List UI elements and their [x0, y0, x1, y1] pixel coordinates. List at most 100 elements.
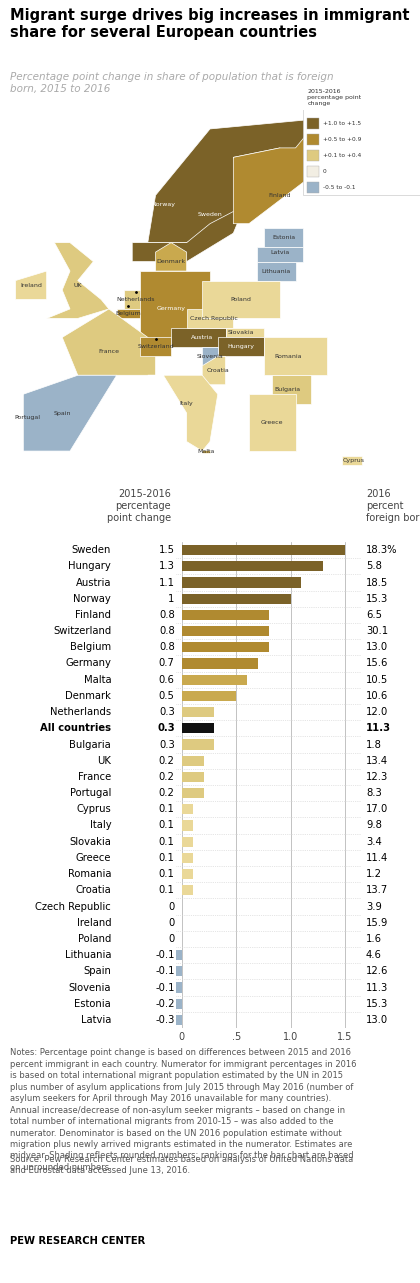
Text: 0.8: 0.8 [159, 626, 175, 636]
Polygon shape [226, 328, 265, 337]
Text: Greece: Greece [261, 420, 284, 425]
Text: Italy: Italy [180, 402, 194, 407]
Text: Norway: Norway [74, 594, 111, 604]
Text: 0.2: 0.2 [159, 788, 175, 798]
Text: 9.8: 9.8 [366, 821, 382, 830]
Text: 0.2: 0.2 [159, 772, 175, 781]
Text: 0.1: 0.1 [159, 853, 175, 863]
Bar [149, 1015, 182, 1025]
Text: 18.5: 18.5 [366, 577, 388, 588]
Text: Austria: Austria [191, 335, 213, 340]
Text: 0: 0 [168, 917, 175, 928]
Text: Netherlands: Netherlands [50, 707, 111, 717]
Bar [307, 150, 319, 162]
Text: Italy: Italy [89, 821, 111, 830]
Text: 0.3: 0.3 [159, 707, 175, 717]
Bar [182, 804, 193, 815]
Text: 1.3: 1.3 [159, 561, 175, 571]
Polygon shape [218, 337, 265, 357]
Text: -0.3: -0.3 [155, 1015, 175, 1025]
Text: 0: 0 [179, 1032, 185, 1042]
Text: Belgium: Belgium [70, 643, 111, 652]
Text: 5.8: 5.8 [366, 561, 382, 571]
Text: 30.1: 30.1 [366, 626, 388, 636]
Text: 10.6: 10.6 [366, 692, 388, 701]
Polygon shape [257, 262, 296, 281]
Text: All countries: All countries [40, 724, 111, 734]
Text: .5: .5 [231, 1032, 241, 1042]
Polygon shape [342, 455, 362, 466]
Text: Source: Pew Research Center estimates based on analysis of United Nations data
a: Source: Pew Research Center estimates ba… [10, 1155, 354, 1175]
Polygon shape [62, 309, 155, 375]
Text: Lithuania: Lithuania [262, 268, 291, 273]
Text: PEW RESEARCH CENTER: PEW RESEARCH CENTER [10, 1236, 146, 1246]
Bar [182, 594, 291, 604]
Bar [182, 853, 193, 863]
Text: 0.5: 0.5 [159, 692, 175, 701]
Text: Finland: Finland [269, 192, 291, 198]
Text: 0: 0 [323, 169, 326, 174]
Text: Romania: Romania [274, 354, 302, 359]
Text: Estonia: Estonia [272, 235, 295, 240]
Bar [182, 788, 204, 798]
Text: 3.4: 3.4 [366, 837, 382, 847]
Text: 0.2: 0.2 [159, 756, 175, 766]
Bar [182, 837, 193, 847]
Text: 0.1: 0.1 [159, 885, 175, 896]
Polygon shape [202, 357, 226, 385]
Text: -0.1: -0.1 [155, 966, 175, 976]
Text: Cyprus: Cyprus [343, 458, 365, 463]
Text: 0.3: 0.3 [157, 724, 175, 734]
Polygon shape [202, 281, 280, 318]
Text: 1: 1 [168, 594, 175, 604]
Polygon shape [24, 375, 117, 452]
Text: 1.6: 1.6 [366, 934, 382, 944]
Text: Switzerland: Switzerland [53, 626, 111, 636]
Text: Denmark: Denmark [65, 692, 111, 701]
Text: 4.6: 4.6 [366, 951, 382, 960]
Text: France: France [78, 772, 111, 781]
Text: Sweden: Sweden [72, 545, 111, 556]
Text: Austria: Austria [76, 577, 111, 588]
Text: Germany: Germany [157, 307, 186, 312]
Text: 0: 0 [168, 902, 175, 911]
Text: Percentage point change in share of population that is foreign
born, 2015 to 201: Percentage point change in share of popu… [10, 72, 334, 95]
Text: UK: UK [97, 756, 111, 766]
Text: Hungary: Hungary [68, 561, 111, 571]
Text: Croatia: Croatia [75, 885, 111, 896]
Text: Lithuania: Lithuania [65, 951, 111, 960]
Text: Switzerland: Switzerland [137, 344, 174, 349]
Polygon shape [257, 248, 303, 262]
Text: 0.1: 0.1 [159, 837, 175, 847]
Bar [182, 545, 345, 556]
Bar [182, 724, 215, 734]
Polygon shape [24, 394, 39, 441]
Polygon shape [249, 394, 296, 452]
Text: Czech Republic: Czech Republic [190, 316, 238, 321]
Text: Cyprus: Cyprus [76, 804, 111, 815]
Text: -0.5 to -0.1: -0.5 to -0.1 [323, 185, 355, 190]
Text: 0.6: 0.6 [159, 675, 175, 685]
Text: Portugal: Portugal [70, 788, 111, 798]
Text: +0.5 to +0.9: +0.5 to +0.9 [323, 137, 361, 142]
Bar [182, 643, 269, 652]
Bar [182, 756, 204, 766]
Polygon shape [186, 309, 234, 328]
Text: 15.6: 15.6 [366, 658, 388, 668]
Text: 2015-2016
percentage
point change: 2015-2016 percentage point change [107, 489, 171, 523]
Bar [182, 820, 193, 830]
Bar [160, 998, 182, 1008]
Text: 0.1: 0.1 [159, 804, 175, 815]
Text: Poland: Poland [231, 296, 252, 302]
Bar [182, 577, 302, 588]
Bar [171, 951, 182, 960]
Text: 0.8: 0.8 [159, 643, 175, 652]
Polygon shape [132, 148, 280, 262]
Text: 1.0: 1.0 [283, 1032, 298, 1042]
Polygon shape [265, 337, 327, 375]
Text: Ireland: Ireland [76, 917, 111, 928]
Text: Sweden: Sweden [198, 212, 222, 217]
Text: 18.3%: 18.3% [366, 545, 397, 556]
Polygon shape [155, 242, 186, 271]
Bar [307, 166, 319, 177]
